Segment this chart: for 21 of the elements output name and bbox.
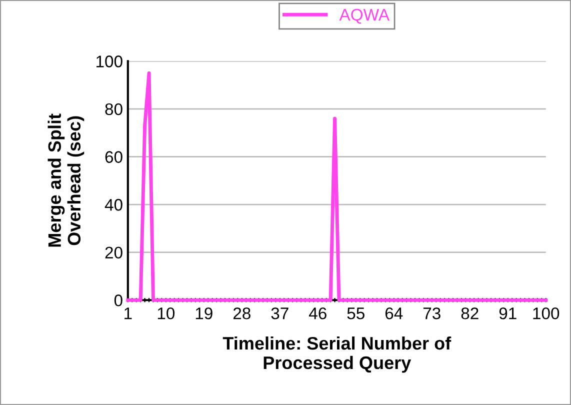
- y-tick-label: 0: [114, 294, 122, 306]
- y-tick-label: 80: [105, 103, 122, 116]
- y-tick-label: 60: [105, 151, 122, 163]
- y-tick-label: 100: [96, 56, 122, 68]
- x-tick-label: 91: [499, 307, 516, 320]
- x-tick-label: 73: [423, 307, 440, 320]
- y-tick-label: 40: [104, 198, 122, 211]
- x-tick-label: 64: [385, 307, 403, 320]
- x-tick-label: 19: [196, 307, 212, 320]
- legend-label: AQWA: [339, 8, 390, 24]
- y-tick-label: 20: [105, 246, 122, 259]
- x-tick-label: 28: [233, 307, 250, 320]
- x-tick-label: 55: [347, 308, 364, 320]
- x-tick-label: 100: [533, 307, 560, 320]
- x-tick-label: 1: [124, 308, 132, 320]
- x-tick-label: 10: [158, 307, 175, 320]
- y-axis-title: Merge and Split Overhead (sec): [48, 114, 84, 247]
- x-axis-title: Timeline: Serial Number of Processed Query: [222, 336, 452, 373]
- x-tick-label: 37: [271, 307, 288, 320]
- x-tick-label: 46: [309, 307, 326, 320]
- x-tick-label: 82: [461, 307, 478, 320]
